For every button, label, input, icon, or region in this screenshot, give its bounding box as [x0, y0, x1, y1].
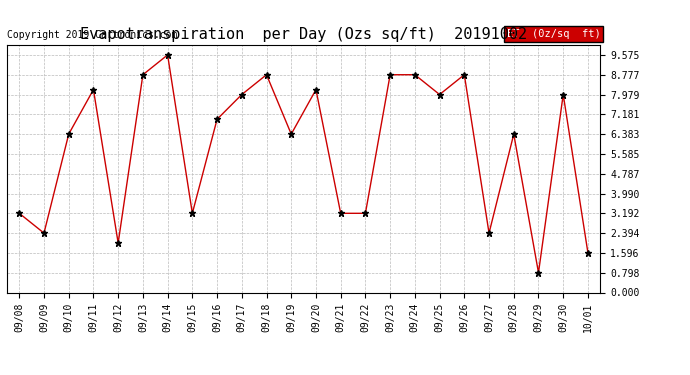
Title: Evapotranspiration  per Day (Ozs sq/ft)  20191002: Evapotranspiration per Day (Ozs sq/ft) 2…: [80, 27, 527, 42]
Text: ET  (0z/sq  ft): ET (0z/sq ft): [506, 29, 600, 39]
Text: Copyright 2019 Cartronics.com: Copyright 2019 Cartronics.com: [7, 30, 177, 40]
